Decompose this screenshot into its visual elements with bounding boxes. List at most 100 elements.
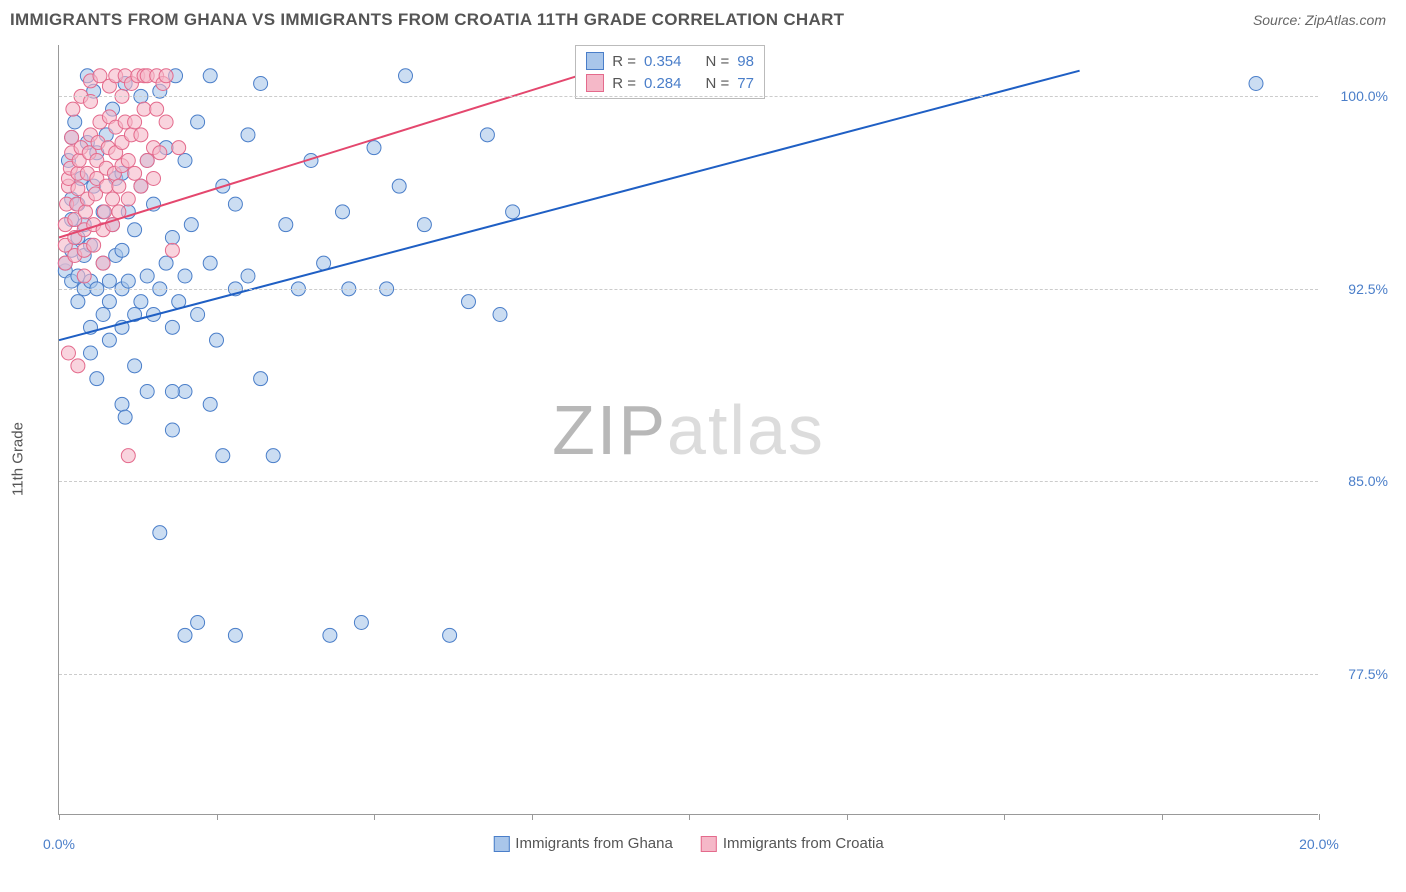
scatter-point — [77, 269, 91, 283]
scatter-point — [191, 115, 205, 129]
scatter-point — [399, 69, 413, 83]
x-tick-mark — [59, 814, 60, 820]
legend-item: Immigrants from Croatia — [701, 835, 884, 852]
scatter-point — [121, 154, 135, 168]
scatter-point — [134, 128, 148, 142]
scatter-point — [254, 372, 268, 386]
r-label: R = — [612, 53, 636, 70]
scatter-point — [178, 154, 192, 168]
legend-item: Immigrants from Ghana — [493, 835, 673, 852]
scatter-point — [118, 410, 132, 424]
scatter-point — [336, 205, 350, 219]
scatter-point — [191, 616, 205, 630]
scatter-point — [140, 385, 154, 399]
scatter-point — [153, 146, 167, 160]
scatter-point — [66, 102, 80, 116]
scatter-point — [102, 274, 116, 288]
scatter-point — [506, 205, 520, 219]
chart-container: 11th Grade ZIPatlas R =0.354N =98R =0.28… — [10, 35, 1396, 883]
scatter-point — [165, 423, 179, 437]
scatter-point — [68, 115, 82, 129]
scatter-point — [147, 171, 161, 185]
x-tick-mark — [1004, 814, 1005, 820]
y-tick-label: 77.5% — [1328, 666, 1388, 682]
scatter-point — [115, 243, 129, 257]
scatter-point — [159, 115, 173, 129]
scatter-point — [417, 218, 431, 232]
trendline — [59, 71, 1080, 341]
scatter-point — [216, 449, 230, 463]
scatter-point — [165, 243, 179, 257]
scatter-point — [121, 449, 135, 463]
x-tick-mark — [1319, 814, 1320, 820]
scatter-point — [128, 115, 142, 129]
scatter-point — [102, 295, 116, 309]
n-label: N = — [706, 53, 730, 70]
scatter-point — [172, 141, 186, 155]
scatter-point — [266, 449, 280, 463]
legend-swatch — [701, 836, 717, 852]
legend-stats-row: R =0.284N =77 — [586, 72, 754, 94]
scatter-point — [392, 179, 406, 193]
source-name: ZipAtlas.com — [1305, 12, 1386, 28]
scatter-point — [99, 179, 113, 193]
x-tick-label: 20.0% — [1299, 836, 1339, 852]
scatter-point — [153, 526, 167, 540]
legend-label: Immigrants from Ghana — [515, 835, 673, 852]
scatter-point — [159, 69, 173, 83]
scatter-point — [210, 333, 224, 347]
gridline — [59, 289, 1318, 290]
scatter-point — [462, 295, 476, 309]
n-label: N = — [706, 75, 730, 92]
scatter-point — [87, 238, 101, 252]
scatter-point — [203, 256, 217, 270]
source-label: Source: — [1253, 12, 1301, 28]
scatter-point — [191, 308, 205, 322]
scatter-svg — [59, 45, 1318, 814]
scatter-point — [84, 346, 98, 360]
scatter-point — [203, 397, 217, 411]
scatter-point — [121, 274, 135, 288]
scatter-point — [128, 359, 142, 373]
n-value: 98 — [737, 53, 754, 70]
scatter-point — [254, 77, 268, 91]
scatter-point — [480, 128, 494, 142]
scatter-point — [140, 269, 154, 283]
legend-swatch — [493, 836, 509, 852]
legend-swatch — [586, 52, 604, 70]
scatter-point — [228, 197, 242, 211]
legend-swatch — [586, 74, 604, 92]
scatter-point — [159, 256, 173, 270]
scatter-point — [97, 205, 111, 219]
scatter-point — [134, 179, 148, 193]
y-tick-label: 100.0% — [1328, 88, 1388, 104]
x-tick-mark — [847, 814, 848, 820]
legend-stats-row: R =0.354N =98 — [586, 50, 754, 72]
x-tick-mark — [532, 814, 533, 820]
y-tick-label: 85.0% — [1328, 473, 1388, 489]
scatter-point — [140, 154, 154, 168]
scatter-point — [184, 218, 198, 232]
scatter-point — [493, 308, 507, 322]
scatter-point — [165, 231, 179, 245]
x-tick-mark — [374, 814, 375, 820]
scatter-point — [112, 179, 126, 193]
n-value: 77 — [737, 75, 754, 92]
scatter-point — [203, 69, 217, 83]
x-tick-mark — [1162, 814, 1163, 820]
scatter-point — [279, 218, 293, 232]
x-tick-mark — [217, 814, 218, 820]
y-axis-label: 11th Grade — [10, 422, 27, 496]
plot-area: ZIPatlas R =0.354N =98R =0.284N =77 Immi… — [58, 45, 1318, 815]
scatter-point — [102, 333, 116, 347]
scatter-point — [134, 295, 148, 309]
x-tick-mark — [689, 814, 690, 820]
scatter-point — [178, 628, 192, 642]
scatter-point — [323, 628, 337, 642]
scatter-point — [150, 102, 164, 116]
scatter-point — [241, 128, 255, 142]
series-legend: Immigrants from Ghana Immigrants from Cro… — [493, 835, 883, 852]
chart-title: IMMIGRANTS FROM GHANA VS IMMIGRANTS FROM… — [10, 10, 844, 30]
scatter-point — [121, 192, 135, 206]
scatter-point — [71, 295, 85, 309]
